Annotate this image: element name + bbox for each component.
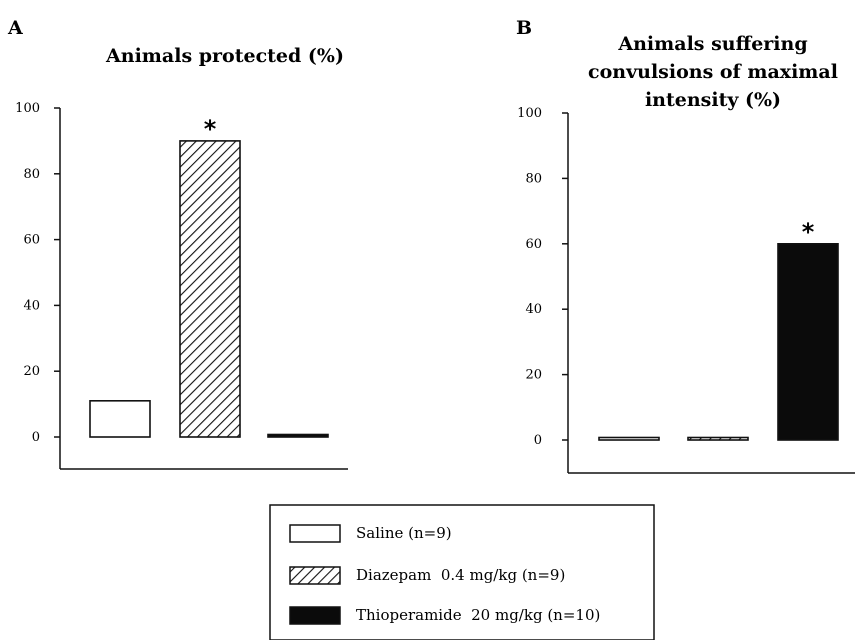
panel-a-ytick-label: 20: [23, 364, 40, 379]
panel-b-title-line-2: convulsions of maximal: [588, 61, 838, 83]
panel-b-bar-1: [687, 436, 749, 441]
legend-label-thioperamide: Thioperamide 20 mg/kg (n=10): [356, 606, 600, 624]
panel-b-title-line-1: Animals suffering: [617, 33, 807, 55]
panel-b-bar-0: [598, 436, 660, 441]
legend-swatch-saline: [289, 524, 341, 543]
panel-a-ytick-label: 100: [15, 101, 40, 116]
panel-a-title: Animals protected (%): [105, 45, 344, 67]
panel-a-ytick-label: 60: [23, 233, 40, 248]
legend-label-saline: Saline (n=9): [356, 524, 452, 542]
panel-b-ytick-label: 0: [534, 433, 542, 448]
legend-label-diazepam: Diazepam 0.4 mg/kg (n=9): [356, 566, 565, 584]
panel-a-ytick-label: 40: [23, 298, 40, 313]
panel-a-bar-0: [89, 400, 151, 438]
panel-b-letter: B: [516, 17, 532, 39]
legend: Saline (n=9) Diazepam 0.4 mg/kg (n=9) Th…: [269, 504, 655, 640]
legend-swatch-thioperamide: [289, 606, 341, 625]
panel-a-ytick-label: 80: [23, 167, 40, 182]
panel-b: B Animals suffering convulsions of maxim…: [516, 17, 855, 474]
panel-a-bar-1: [179, 140, 241, 438]
panel-b-ytick-label: 80: [525, 171, 542, 186]
panel-a-ytick-label: 0: [32, 430, 40, 445]
legend-swatch-diazepam: [289, 566, 341, 585]
legend-box: [269, 504, 655, 640]
panel-a-bar-2: [267, 433, 329, 438]
panel-b-ytick-label: 60: [525, 237, 542, 252]
panel-b-bar-2: [777, 243, 839, 441]
panel-a: A Animals protected (%) 0 20 40 60 80 100 *: [7, 17, 348, 470]
panel-b-ytick-label: 20: [525, 368, 542, 383]
panel-a-significance-marker: *: [204, 115, 217, 143]
panel-b-significance-marker: *: [802, 218, 815, 246]
panel-a-letter: A: [7, 17, 23, 39]
panel-b-ytick-label: 40: [525, 302, 542, 317]
panel-b-ytick-label: 100: [517, 106, 542, 121]
panel-b-title-line-3: intensity (%): [645, 89, 781, 111]
